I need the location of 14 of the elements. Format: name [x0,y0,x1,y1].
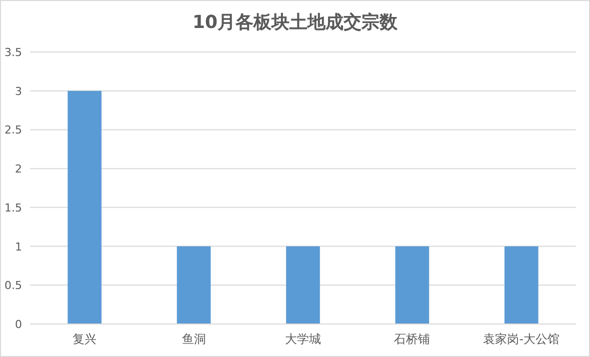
y-tick-label: 2 [15,162,22,176]
x-tick-label: 鱼洞 [182,332,206,346]
y-tick-label: 3 [15,84,22,98]
x-tick-label: 复兴 [72,332,97,346]
y-tick-label: 1 [15,240,22,254]
x-tick-label: 石桥铺 [394,332,430,346]
y-tick-label: 0 [15,318,22,331]
chart-title: 10月各板块土地成交宗数 [192,12,399,33]
y-tick-label: 2.5 [4,124,22,137]
y-tick-label: 3.5 [4,46,22,59]
y-tick-label: 1.5 [4,201,22,214]
x-tick-label: 大学城 [285,332,321,346]
y-tick-label: 0.5 [4,279,22,292]
x-tick-label: 袁家岗-大公馆 [483,332,560,346]
